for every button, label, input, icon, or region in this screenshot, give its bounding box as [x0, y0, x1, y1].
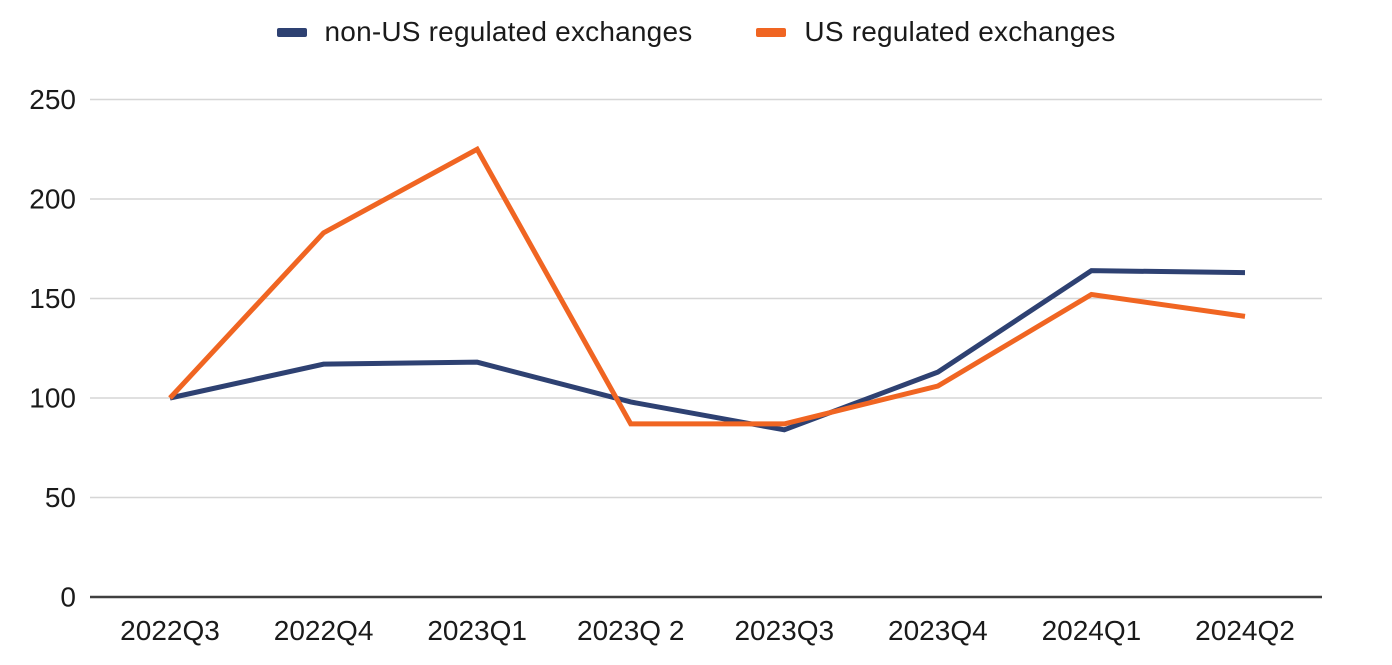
x-axis-tick-label: 2024Q2	[1195, 615, 1295, 646]
legend-label-non-us: non-US regulated exchanges	[324, 16, 693, 47]
legend-item-us: US regulated exchanges	[756, 16, 1115, 48]
y-axis-tick-label: 0	[60, 582, 76, 613]
legend-label-us: US regulated exchanges	[804, 16, 1116, 47]
y-axis-tick-label: 200	[29, 184, 76, 215]
y-axis-tick-label: 150	[29, 283, 76, 314]
legend-swatch-non-us-icon	[276, 27, 307, 37]
x-axis-tick-label: 2024Q1	[1042, 615, 1142, 646]
x-axis-tick-label: 2022Q4	[274, 615, 374, 646]
x-axis-tick-label: 2022Q3	[120, 615, 220, 646]
series-line-non-us	[169, 268, 1246, 433]
x-axis-tick-label: 2023Q1	[427, 615, 527, 646]
y-axis-tick-label: 50	[45, 482, 76, 513]
legend: non-US regulated exchanges US regulated …	[0, 16, 1392, 48]
x-axis-tick-label: 2023Q 2	[577, 615, 684, 646]
series-line-us	[168, 145, 1246, 427]
y-axis-tick-label: 100	[29, 383, 76, 414]
x-axis-tick-label: 2023Q4	[888, 615, 988, 646]
legend-item-non-us: non-US regulated exchanges	[276, 16, 693, 48]
x-axis-tick-label: 2023Q3	[734, 615, 834, 646]
y-axis-tick-label: 250	[29, 84, 76, 115]
legend-swatch-us-icon	[756, 27, 787, 37]
